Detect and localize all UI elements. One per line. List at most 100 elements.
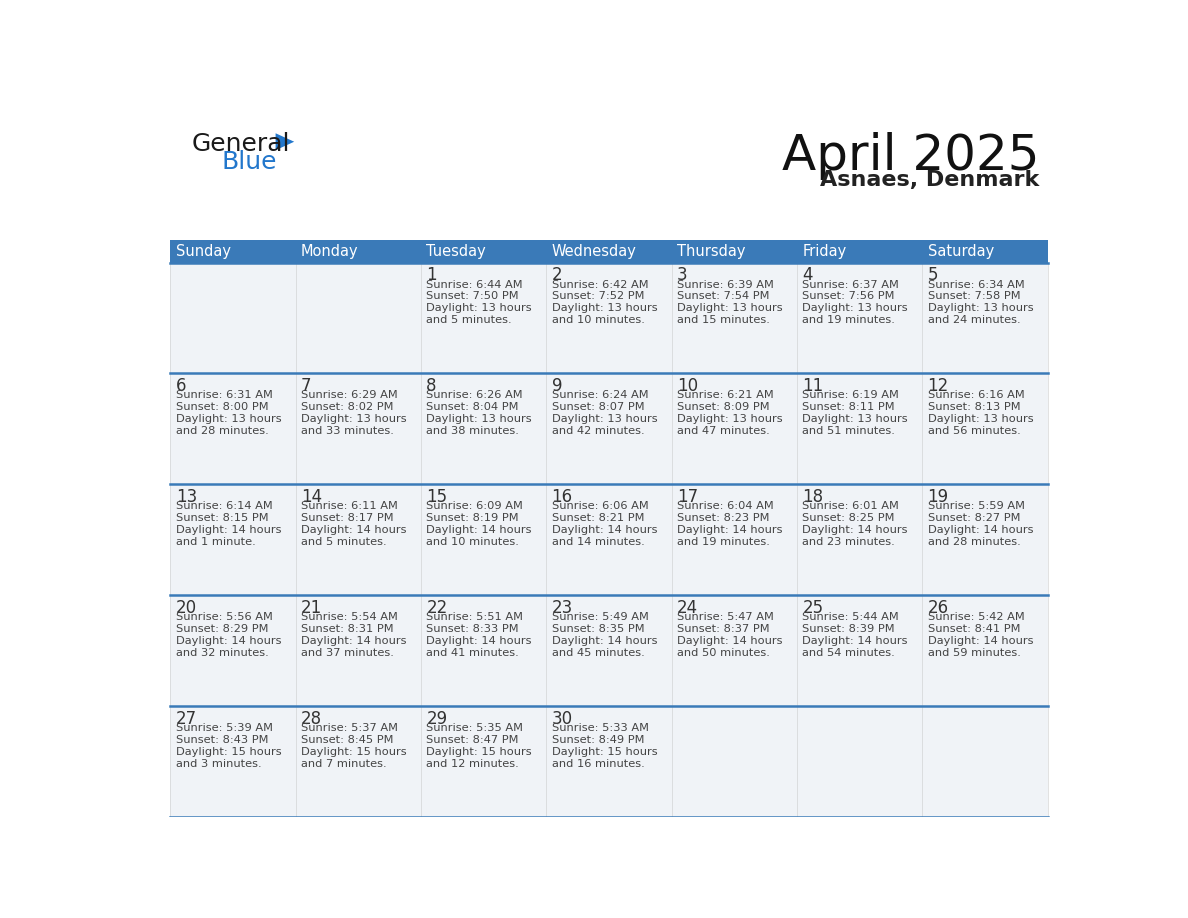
Bar (170, 595, 296, 706)
Text: Sunrise: 5:35 AM: Sunrise: 5:35 AM (426, 723, 523, 733)
Bar (922, 485, 1048, 595)
Bar (170, 263, 296, 374)
Text: Sunrise: 5:49 AM: Sunrise: 5:49 AM (551, 612, 649, 622)
Text: Sunrise: 6:19 AM: Sunrise: 6:19 AM (802, 390, 899, 400)
Text: Daylight: 13 hours: Daylight: 13 hours (677, 304, 783, 313)
Text: Sunset: 8:21 PM: Sunset: 8:21 PM (551, 513, 644, 523)
Bar (922, 374, 1048, 485)
Text: Sunset: 7:56 PM: Sunset: 7:56 PM (802, 292, 895, 301)
Text: Tuesday: Tuesday (426, 243, 486, 259)
Text: 28: 28 (301, 710, 322, 728)
Text: Sunrise: 6:42 AM: Sunrise: 6:42 AM (551, 280, 649, 289)
Text: and 23 minutes.: and 23 minutes. (802, 537, 895, 547)
Bar (671, 706, 797, 817)
Text: Sunrise: 5:56 AM: Sunrise: 5:56 AM (176, 612, 272, 622)
Text: and 10 minutes.: and 10 minutes. (551, 316, 644, 325)
Text: Daylight: 14 hours: Daylight: 14 hours (928, 636, 1034, 646)
Text: 26: 26 (928, 599, 949, 617)
Text: 27: 27 (176, 710, 197, 728)
Text: Daylight: 13 hours: Daylight: 13 hours (802, 304, 908, 313)
Bar (671, 263, 797, 374)
Text: Sunset: 8:39 PM: Sunset: 8:39 PM (802, 624, 895, 634)
Text: and 5 minutes.: and 5 minutes. (301, 537, 386, 547)
Text: Sunset: 8:17 PM: Sunset: 8:17 PM (301, 513, 393, 523)
Text: Sunset: 7:58 PM: Sunset: 7:58 PM (928, 292, 1020, 301)
Text: Daylight: 15 hours: Daylight: 15 hours (426, 747, 532, 757)
Text: 16: 16 (551, 488, 573, 506)
Text: Sunset: 7:54 PM: Sunset: 7:54 PM (677, 292, 770, 301)
Text: Blue: Blue (221, 151, 277, 174)
Text: 30: 30 (551, 710, 573, 728)
Bar (546, 374, 671, 485)
Text: 29: 29 (426, 710, 448, 728)
Text: Sunrise: 6:14 AM: Sunrise: 6:14 AM (176, 501, 272, 511)
Text: and 28 minutes.: and 28 minutes. (928, 537, 1020, 547)
Text: Daylight: 14 hours: Daylight: 14 hours (928, 525, 1034, 535)
Text: Sunrise: 5:37 AM: Sunrise: 5:37 AM (301, 723, 398, 733)
Text: Sunrise: 6:04 AM: Sunrise: 6:04 AM (677, 501, 773, 511)
Text: Sunrise: 6:09 AM: Sunrise: 6:09 AM (426, 501, 523, 511)
Text: Daylight: 14 hours: Daylight: 14 hours (176, 525, 282, 535)
Bar (421, 595, 546, 706)
Bar (922, 706, 1048, 817)
Text: Sunrise: 5:59 AM: Sunrise: 5:59 AM (928, 501, 1024, 511)
Text: and 50 minutes.: and 50 minutes. (677, 648, 770, 658)
Bar (671, 595, 797, 706)
Bar (296, 240, 421, 263)
Bar (671, 240, 797, 263)
Text: Daylight: 13 hours: Daylight: 13 hours (426, 414, 532, 424)
Text: Sunset: 8:45 PM: Sunset: 8:45 PM (301, 735, 393, 745)
Text: Daylight: 14 hours: Daylight: 14 hours (802, 636, 908, 646)
Text: Sunrise: 6:21 AM: Sunrise: 6:21 AM (677, 390, 773, 400)
Bar (421, 485, 546, 595)
Bar (421, 240, 546, 263)
Bar (421, 706, 546, 817)
Text: Sunrise: 5:42 AM: Sunrise: 5:42 AM (928, 612, 1024, 622)
Text: Sunset: 8:27 PM: Sunset: 8:27 PM (928, 513, 1020, 523)
Bar (546, 595, 671, 706)
Text: and 54 minutes.: and 54 minutes. (802, 648, 895, 658)
Text: and 10 minutes.: and 10 minutes. (426, 537, 519, 547)
Text: 22: 22 (426, 599, 448, 617)
Text: Asnaes, Denmark: Asnaes, Denmark (821, 170, 1040, 190)
Text: Sunset: 8:07 PM: Sunset: 8:07 PM (551, 402, 644, 412)
Bar (922, 240, 1048, 263)
Bar (797, 374, 922, 485)
Text: 7: 7 (301, 377, 311, 396)
Text: Daylight: 13 hours: Daylight: 13 hours (551, 414, 657, 424)
Bar (296, 263, 421, 374)
Bar (671, 485, 797, 595)
Text: Daylight: 13 hours: Daylight: 13 hours (928, 304, 1034, 313)
Text: Daylight: 13 hours: Daylight: 13 hours (301, 414, 406, 424)
Text: Sunrise: 5:39 AM: Sunrise: 5:39 AM (176, 723, 272, 733)
Text: Daylight: 14 hours: Daylight: 14 hours (551, 525, 657, 535)
Polygon shape (276, 133, 295, 151)
Text: Sunset: 8:11 PM: Sunset: 8:11 PM (802, 402, 895, 412)
Text: Sunset: 8:15 PM: Sunset: 8:15 PM (176, 513, 268, 523)
Text: Sunrise: 6:06 AM: Sunrise: 6:06 AM (551, 501, 649, 511)
Text: Sunset: 8:13 PM: Sunset: 8:13 PM (928, 402, 1020, 412)
Text: Sunrise: 6:01 AM: Sunrise: 6:01 AM (802, 501, 899, 511)
Text: Daylight: 13 hours: Daylight: 13 hours (802, 414, 908, 424)
Text: Sunset: 8:00 PM: Sunset: 8:00 PM (176, 402, 268, 412)
Text: and 37 minutes.: and 37 minutes. (301, 648, 394, 658)
Text: and 38 minutes.: and 38 minutes. (426, 426, 519, 436)
Text: Sunrise: 6:34 AM: Sunrise: 6:34 AM (928, 280, 1024, 289)
Bar (296, 595, 421, 706)
Text: and 19 minutes.: and 19 minutes. (802, 316, 895, 325)
Text: Wednesday: Wednesday (551, 243, 637, 259)
Text: Sunset: 8:33 PM: Sunset: 8:33 PM (426, 624, 519, 634)
Text: Sunrise: 5:44 AM: Sunrise: 5:44 AM (802, 612, 899, 622)
Text: Daylight: 14 hours: Daylight: 14 hours (426, 525, 532, 535)
Text: Daylight: 14 hours: Daylight: 14 hours (802, 525, 908, 535)
Text: and 45 minutes.: and 45 minutes. (551, 648, 644, 658)
Text: and 7 minutes.: and 7 minutes. (301, 759, 386, 769)
Text: 11: 11 (802, 377, 823, 396)
Bar (170, 374, 296, 485)
Text: Daylight: 13 hours: Daylight: 13 hours (928, 414, 1034, 424)
Text: Sunset: 8:04 PM: Sunset: 8:04 PM (426, 402, 519, 412)
Text: Daylight: 14 hours: Daylight: 14 hours (176, 636, 282, 646)
Text: Sunset: 8:41 PM: Sunset: 8:41 PM (928, 624, 1020, 634)
Text: Sunrise: 5:47 AM: Sunrise: 5:47 AM (677, 612, 773, 622)
Text: Daylight: 15 hours: Daylight: 15 hours (301, 747, 406, 757)
